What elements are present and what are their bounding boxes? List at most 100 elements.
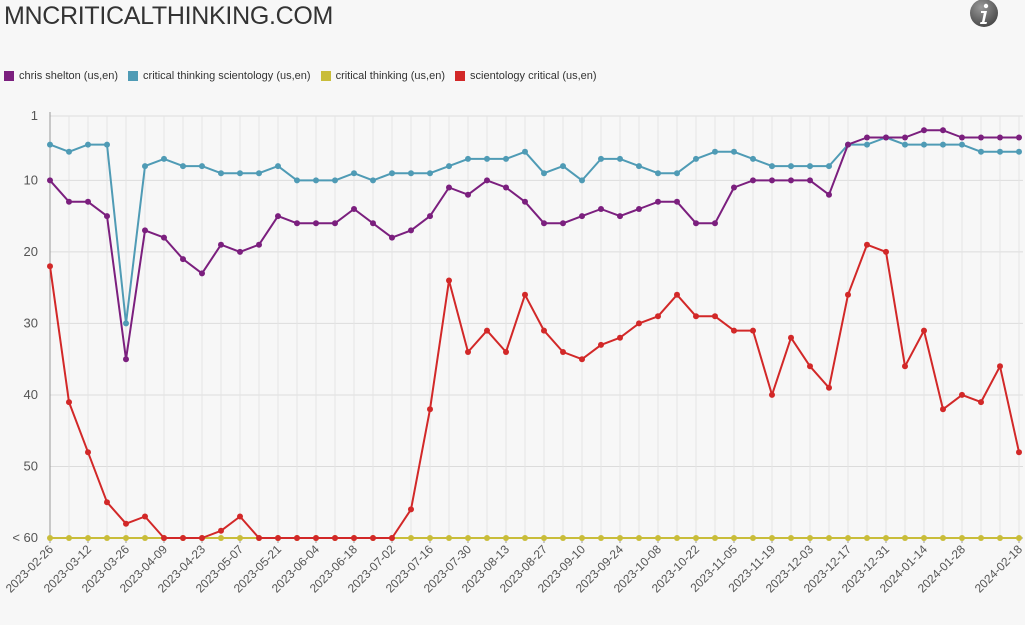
legend-swatch xyxy=(128,71,139,81)
data-point xyxy=(959,535,965,541)
data-point xyxy=(218,535,224,541)
data-point xyxy=(313,535,319,541)
data-point xyxy=(503,535,509,541)
data-point xyxy=(541,535,547,541)
data-point xyxy=(598,341,604,348)
data-point xyxy=(940,535,946,541)
data-point xyxy=(161,234,167,241)
data-point xyxy=(1016,148,1022,155)
data-point xyxy=(902,535,908,541)
series-line xyxy=(49,129,1019,361)
data-point xyxy=(161,155,167,162)
data-point xyxy=(769,163,775,170)
data-point xyxy=(446,535,452,541)
data-point xyxy=(921,535,927,541)
data-point xyxy=(1016,535,1022,541)
data-point xyxy=(275,163,281,170)
data-point xyxy=(579,356,585,363)
data-point xyxy=(959,134,965,141)
data-point xyxy=(237,170,243,177)
data-point xyxy=(883,535,889,541)
data-point xyxy=(313,177,319,184)
data-point xyxy=(693,220,699,227)
data-point xyxy=(427,406,433,413)
y-tick-label: 1 xyxy=(31,108,38,123)
legend-item[interactable]: critical thinking (us,en) xyxy=(320,70,446,82)
data-point xyxy=(845,535,851,541)
data-point xyxy=(769,535,775,541)
legend-swatch xyxy=(320,71,331,81)
legend-label: critical thinking scientology (us,en) xyxy=(143,70,311,82)
data-point xyxy=(294,177,300,184)
data-point xyxy=(123,520,129,527)
data-point xyxy=(579,213,585,220)
data-point xyxy=(655,535,661,541)
legend-item[interactable]: critical thinking scientology (us,en) xyxy=(128,70,311,82)
data-point xyxy=(484,177,490,184)
data-point xyxy=(484,155,490,162)
data-point xyxy=(674,198,680,205)
data-point xyxy=(940,127,946,134)
data-point xyxy=(617,334,623,341)
data-point xyxy=(693,313,699,320)
legend-label: scientology critical (us,en) xyxy=(470,70,597,82)
info-icon xyxy=(970,0,998,27)
data-point xyxy=(940,406,946,413)
data-point xyxy=(370,177,376,184)
data-point xyxy=(180,256,186,263)
data-point xyxy=(636,320,642,327)
data-point xyxy=(294,220,300,227)
data-point xyxy=(351,170,357,177)
data-point xyxy=(332,177,338,184)
data-point xyxy=(161,535,167,541)
data-point xyxy=(522,148,528,155)
legend-item[interactable]: scientology critical (us,en) xyxy=(455,70,597,82)
data-point xyxy=(85,535,91,541)
data-point xyxy=(427,535,433,541)
data-point xyxy=(560,220,566,227)
data-point xyxy=(123,320,129,327)
data-point xyxy=(636,163,642,170)
data-point xyxy=(446,277,452,284)
data-point xyxy=(85,449,91,456)
data-point xyxy=(864,535,870,541)
data-point xyxy=(237,513,243,520)
data-point xyxy=(845,291,851,298)
data-point xyxy=(674,535,680,541)
data-point xyxy=(636,206,642,212)
data-point xyxy=(921,127,927,134)
data-point xyxy=(731,535,737,541)
data-point xyxy=(465,535,471,541)
data-point xyxy=(256,535,262,541)
data-point xyxy=(864,241,870,248)
data-point xyxy=(1016,134,1022,141)
data-point xyxy=(180,535,186,541)
chart-legend: chris shelton (us,en) critical thinking s… xyxy=(4,70,597,82)
data-point xyxy=(997,134,1003,141)
y-tick-label: < 60 xyxy=(12,530,38,545)
data-point xyxy=(598,155,604,162)
page-title: MNCRITICALTHINKING.COM xyxy=(4,2,334,30)
data-point xyxy=(104,213,110,220)
data-point xyxy=(522,198,528,205)
data-point xyxy=(826,163,832,170)
data-point xyxy=(560,163,566,170)
info-button[interactable] xyxy=(965,0,1001,30)
data-point xyxy=(712,535,718,541)
data-point xyxy=(199,535,205,541)
data-point xyxy=(788,163,794,170)
data-point xyxy=(541,170,547,177)
data-point xyxy=(674,291,680,298)
data-point xyxy=(560,349,566,355)
x-tick-label: 2024-02-18 xyxy=(972,542,1025,596)
legend-item[interactable]: chris shelton (us,en) xyxy=(4,70,118,82)
data-point xyxy=(256,241,262,248)
data-point xyxy=(218,241,224,248)
data-point xyxy=(693,155,699,162)
data-point xyxy=(769,177,775,184)
data-point xyxy=(351,535,357,541)
data-point xyxy=(693,535,699,541)
data-point xyxy=(66,535,72,541)
legend-label: critical thinking (us,en) xyxy=(335,70,446,82)
data-point xyxy=(66,399,72,406)
